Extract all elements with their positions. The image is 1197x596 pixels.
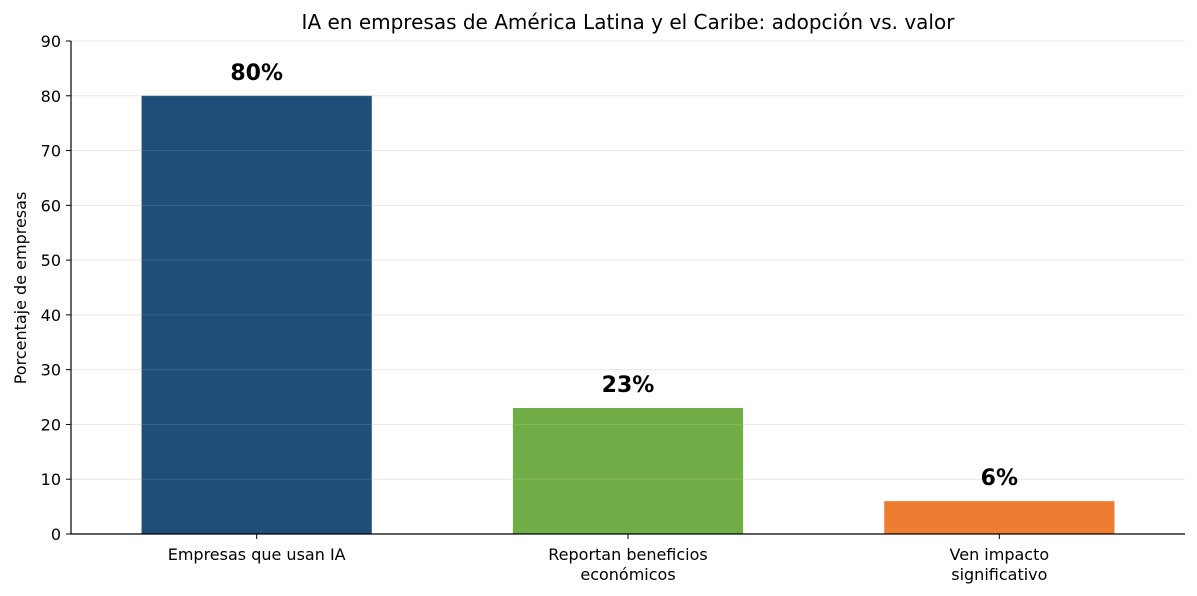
- y-tick-label: 60: [41, 196, 61, 215]
- y-tick-label: 80: [41, 87, 61, 106]
- x-tick-label: Reportan beneficios económicos: [548, 545, 708, 584]
- y-tick-label: 0: [51, 525, 61, 544]
- labels: 0 10 20 30 40 50 60 70 80 90 Empresas que usan IA 8…: [41, 32, 1050, 584]
- y-tick-label: 70: [41, 142, 61, 161]
- x-tick-label: Empresas que usan IA: [168, 545, 346, 564]
- bar: [141, 95, 372, 535]
- y-axis-label: Porcentaje de empresas: [11, 192, 30, 385]
- chart-title: IA en empresas de América Latina y el Ca…: [302, 10, 956, 34]
- data-label: 80%: [230, 61, 283, 86]
- y-tick-label: 10: [41, 470, 61, 489]
- data-label: 23%: [602, 373, 655, 398]
- y-tick-label: 50: [41, 251, 61, 270]
- axes: [66, 40, 1185, 539]
- bar: [512, 408, 744, 534]
- data-label: 6%: [981, 466, 1018, 491]
- x-tick-label: Ven impacto significativo: [950, 545, 1050, 584]
- y-tick-label: 20: [41, 415, 61, 434]
- bars: [71, 40, 1185, 535]
- y-tick-label: 90: [41, 32, 61, 51]
- y-tick-label: 30: [41, 361, 61, 380]
- bar: [884, 501, 1115, 534]
- y-tick-label: 40: [41, 306, 61, 325]
